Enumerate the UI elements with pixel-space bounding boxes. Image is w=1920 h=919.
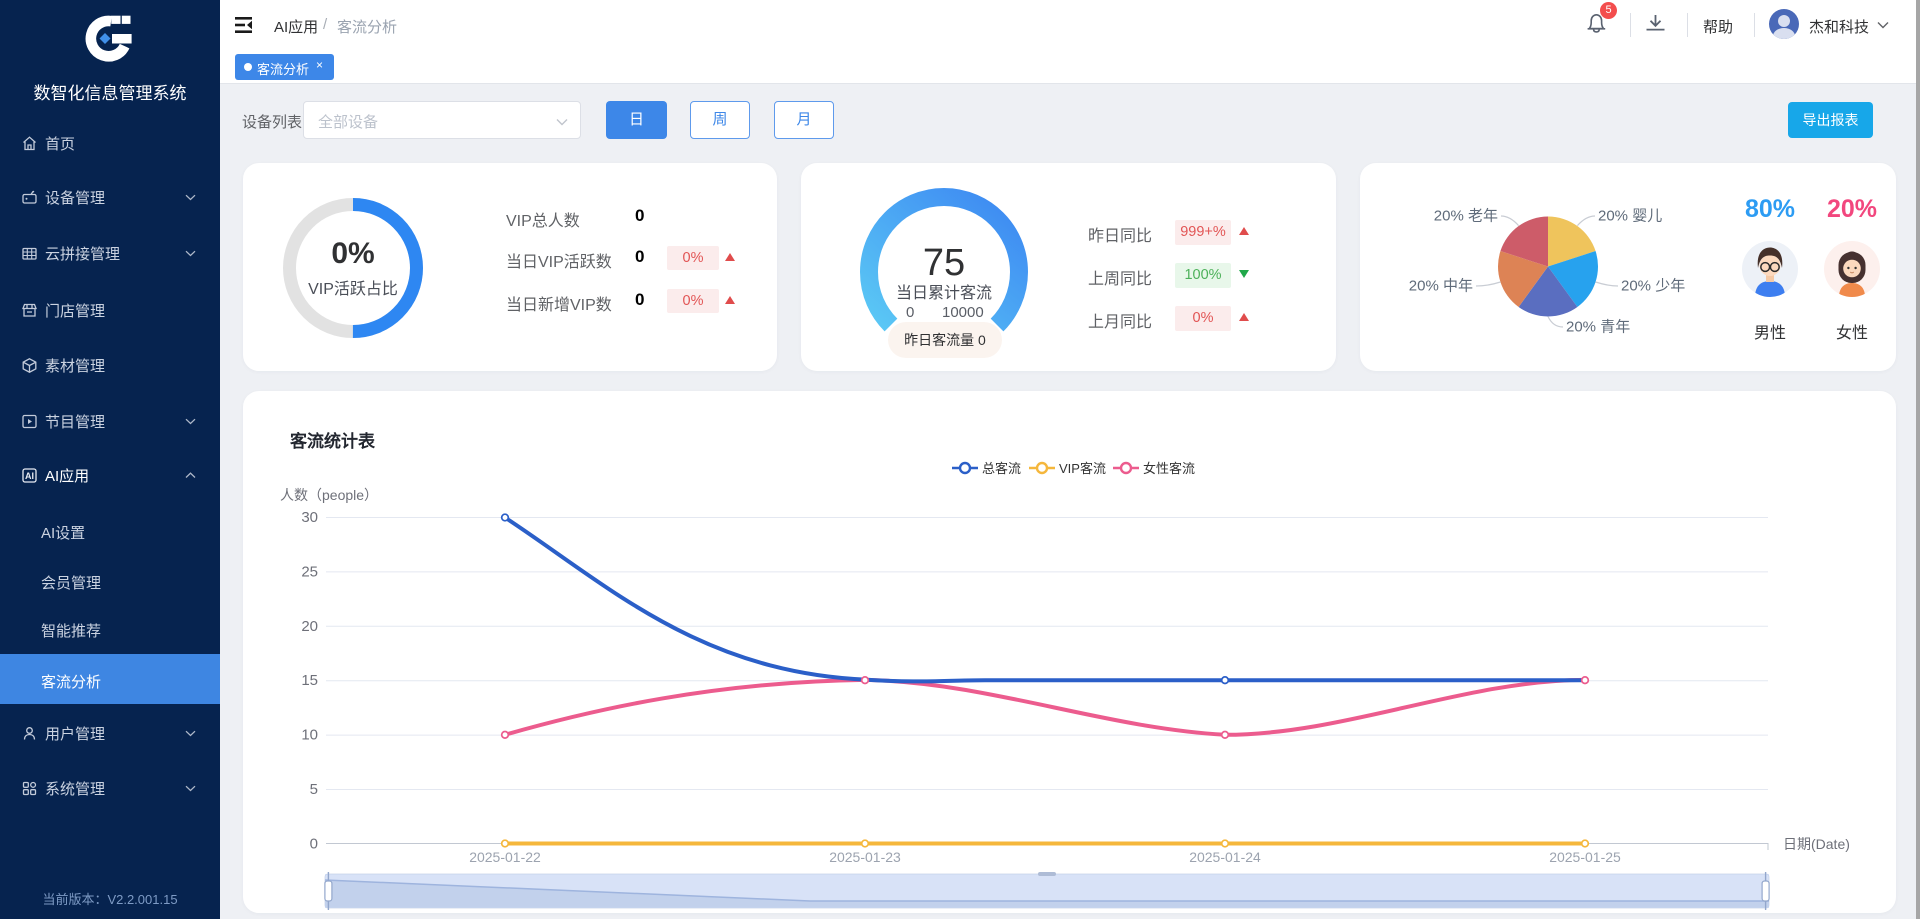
svg-text:女性客流: 女性客流 (1143, 461, 1195, 476)
svg-text:25: 25 (301, 563, 318, 580)
svg-text:0: 0 (310, 835, 318, 852)
svg-text:20% 青年: 20% 青年 (1566, 319, 1630, 336)
svg-text:30: 30 (301, 509, 318, 526)
svg-text:20% 中年: 20% 中年 (1409, 278, 1473, 295)
svg-text:VIP客流: VIP客流 (1059, 461, 1106, 476)
svg-text:总客流: 总客流 (982, 461, 1021, 476)
svg-text:20% 少年: 20% 少年 (1621, 278, 1685, 295)
svg-text:2025-01-23: 2025-01-23 (829, 849, 901, 865)
svg-text:20% 婴儿: 20% 婴儿 (1598, 208, 1662, 225)
svg-text:20% 老年: 20% 老年 (1434, 208, 1498, 225)
svg-text:2025-01-22: 2025-01-22 (469, 849, 541, 865)
svg-text:日期(Date): 日期(Date) (1783, 836, 1850, 852)
svg-text:15: 15 (301, 672, 318, 689)
svg-text:2025-01-25: 2025-01-25 (1549, 849, 1621, 865)
svg-text:20: 20 (301, 618, 318, 635)
svg-text:AI: AI (25, 471, 34, 481)
svg-text:10: 10 (301, 727, 318, 744)
svg-text:5: 5 (310, 781, 318, 798)
svg-text:人数（people）: 人数（people） (280, 487, 378, 503)
svg-text:2025-01-24: 2025-01-24 (1189, 849, 1261, 865)
